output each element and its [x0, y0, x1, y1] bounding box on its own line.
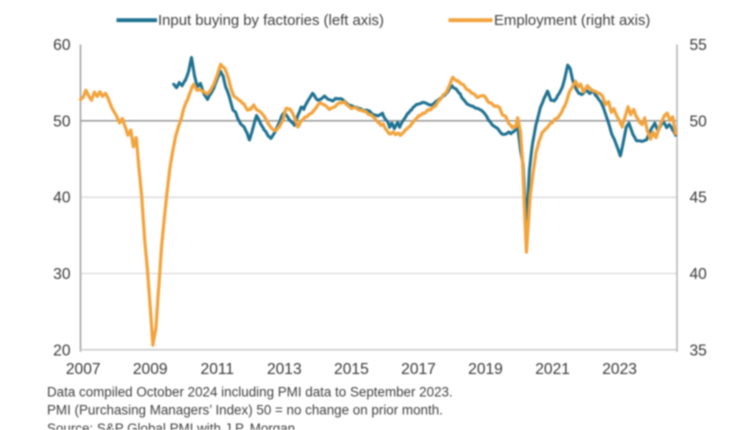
svg-text:Source: S&P Global PMI with J.: Source: S&P Global PMI with J.P. Morgan [47, 421, 295, 430]
svg-text:2013: 2013 [267, 361, 302, 378]
svg-text:40: 40 [53, 190, 71, 207]
svg-text:2007: 2007 [66, 361, 101, 378]
svg-text:2015: 2015 [334, 361, 369, 378]
svg-text:2023: 2023 [602, 361, 637, 378]
svg-text:2021: 2021 [535, 361, 570, 378]
svg-text:50: 50 [690, 113, 708, 130]
svg-text:PMI (Purchasing Managers’ Inde: PMI (Purchasing Managers’ Index) 50 = no… [47, 403, 443, 418]
svg-text:2009: 2009 [133, 361, 168, 378]
svg-text:2019: 2019 [468, 361, 503, 378]
svg-text:35: 35 [690, 342, 708, 359]
svg-text:20: 20 [53, 342, 71, 359]
svg-text:Data compiled October 2024 inc: Data compiled October 2024 including PMI… [47, 384, 453, 399]
svg-text:2017: 2017 [401, 361, 436, 378]
svg-text:40: 40 [690, 266, 708, 283]
svg-text:Input buying by factories (lef: Input buying by factories (left axis) [158, 13, 384, 29]
svg-text:55: 55 [690, 37, 708, 54]
svg-text:50: 50 [53, 113, 71, 130]
svg-text:Employment (right axis): Employment (right axis) [494, 13, 650, 29]
svg-text:2011: 2011 [201, 361, 235, 378]
svg-text:60: 60 [53, 37, 71, 54]
svg-text:30: 30 [53, 266, 71, 283]
svg-text:45: 45 [690, 190, 708, 207]
